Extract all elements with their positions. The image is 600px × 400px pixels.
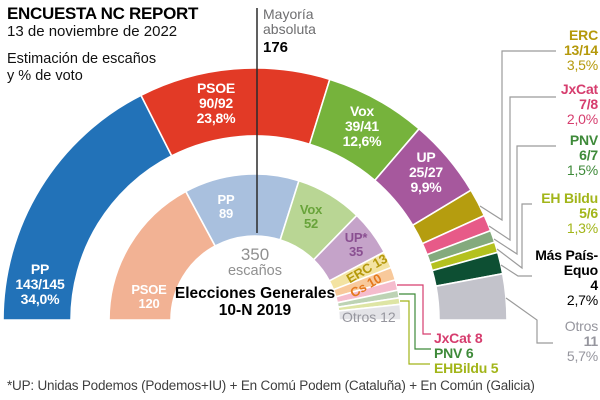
arc-label-psoe: PSOE 90/92 23,8%: [196, 80, 236, 126]
connector-ehbildu: [496, 203, 532, 270]
report-title: ENCUESTA NC REPORT: [7, 4, 199, 23]
legend-jxcat: JxCat 7/8 2,0%: [560, 81, 598, 127]
arc-label-pp: PP 143/145 34,0%: [15, 261, 65, 307]
majority-word1: Mayoría: [263, 6, 314, 22]
outer-ring-poll: [2, 67, 508, 321]
election-caption: Elecciones Generales 10-N 2019: [174, 285, 336, 319]
arc-label-up: UP 25/27 9,9%: [408, 149, 444, 195]
subtitle-line1: Estimación de escaños: [7, 51, 157, 67]
arc-label-pp-2019: PP 89: [217, 192, 235, 221]
total-seats: 350 escaños: [227, 245, 282, 279]
arc-label-vox-2019: Vox 52: [299, 202, 323, 231]
majority-seats: 176: [263, 39, 289, 56]
footnote: *UP: Unidas Podemos (Podemos+IU) + En Co…: [7, 378, 535, 393]
connector-ehbildu-2019: [400, 300, 430, 365]
connector-otros: [505, 297, 553, 344]
legend-erc: ERC 13/14 3,5%: [563, 27, 598, 73]
subtitle-line2: y % de voto: [7, 67, 83, 84]
legend-ehbildu: EH Bildu 5/6 1,3%: [541, 190, 598, 236]
report-subtitle: Estimación de escaños y % de voto: [7, 51, 156, 84]
legend-ehbildu-2019: EHBildu 5: [434, 360, 499, 376]
legend-jxcat-2019: JxCat 8: [434, 330, 483, 346]
connector-jxcat-2019: [397, 284, 431, 335]
legend-maspais: Más País- Equo 4 2,7%: [535, 247, 598, 308]
legend-pnv-2019: PNV 6: [434, 345, 474, 361]
arc-label-psoe-2019: PSOE 120: [131, 282, 167, 311]
inner-ring-2019: [108, 173, 402, 321]
connector-pnv: [493, 145, 556, 256]
connector-pnv-2019: [399, 293, 431, 350]
arc-label-up-2019: UP* 35: [344, 230, 368, 259]
arc-label-vox: Vox 39/41 12,6%: [342, 103, 382, 149]
majority-label: Mayoría absoluta 176: [263, 6, 316, 56]
connector-jxcat: [488, 96, 556, 242]
connector-maspais: [500, 264, 532, 277]
legend-pnv: PNV 6/7 1,5%: [566, 132, 598, 178]
connector-erc: [479, 50, 556, 222]
majority-word2: absoluta: [263, 21, 316, 37]
y2019-segment-otros: [337, 303, 402, 321]
poll-segment-otros: [434, 272, 508, 321]
report-date: 13 de noviembre de 2022: [7, 23, 178, 40]
legend-otros: Otros 11 5,7%: [564, 318, 598, 364]
legend-connectors: [397, 50, 556, 365]
arc-label-otros-2019: Otros 12: [342, 309, 396, 325]
